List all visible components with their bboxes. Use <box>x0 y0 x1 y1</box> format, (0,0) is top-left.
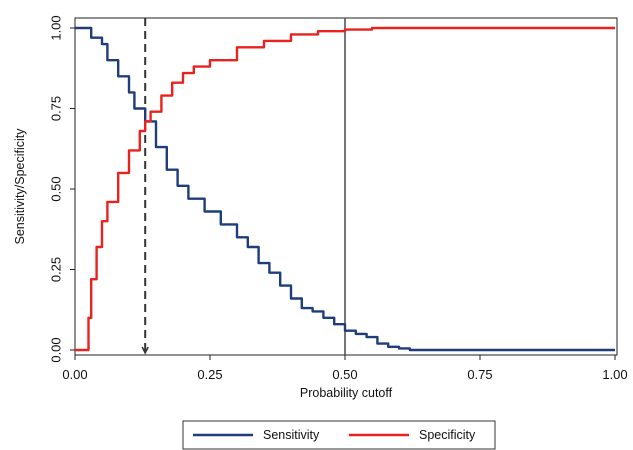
x-tick-label: 0.00 <box>62 367 87 382</box>
plot-frame <box>74 17 618 356</box>
y-axis-title: Sensitivity/Specificity <box>13 128 27 245</box>
y-tick-label: 0.50 <box>49 176 64 201</box>
x-tick-label: 0.75 <box>467 367 492 382</box>
y-tick-label: 0.00 <box>49 337 64 362</box>
y-tick-label: 1.00 <box>49 15 64 40</box>
x-axis-title: Probability cutoff <box>300 386 393 400</box>
legend-label-sensitivity: Sensitivity <box>263 428 320 442</box>
x-tick-label: 0.25 <box>197 367 222 382</box>
specificity-line <box>75 26 615 352</box>
x-tick-label: 1.00 <box>602 367 627 382</box>
legend-label-specificity: Specificity <box>419 428 476 442</box>
x-tick-label: 0.50 <box>332 367 357 382</box>
cutoff-arrow-icon <box>141 346 149 355</box>
y-tick-label: 0.25 <box>49 257 64 282</box>
sensitivity-line <box>75 26 615 352</box>
y-tick-label: 0.75 <box>49 96 64 121</box>
